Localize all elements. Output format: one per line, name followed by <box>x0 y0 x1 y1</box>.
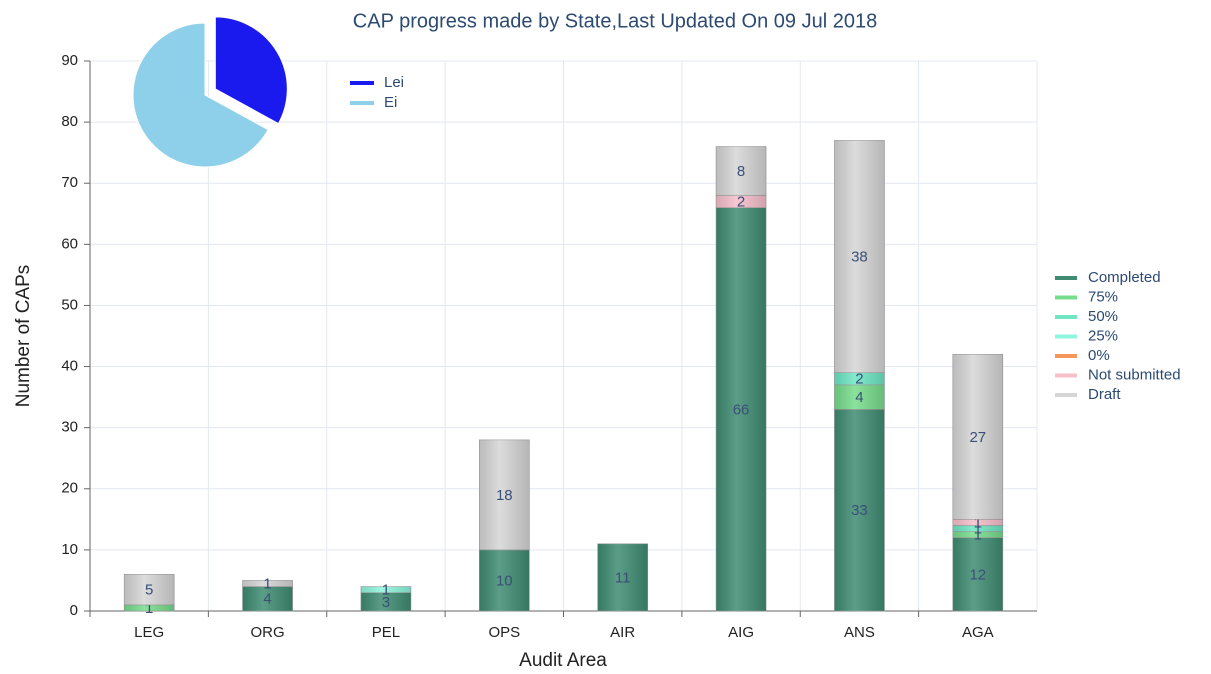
y-tick-label: 90 <box>61 52 78 69</box>
value-label: 33 <box>851 502 868 519</box>
bar-shade <box>952 525 1003 532</box>
bar-shade <box>834 372 885 385</box>
x-axis-title: Audit Area <box>519 650 607 671</box>
bar-shade <box>716 146 767 196</box>
value-label: 12 <box>969 566 986 583</box>
y-tick-label: 80 <box>61 113 78 130</box>
value-label: 2 <box>737 194 745 211</box>
x-tick-label: AIG <box>728 624 754 641</box>
value-label: 2 <box>855 371 863 388</box>
legend-label: 50% <box>1088 308 1118 325</box>
bar-shade <box>952 531 1003 538</box>
bar-shade <box>716 207 767 611</box>
bar-shade <box>716 195 767 208</box>
y-tick-label: 60 <box>61 235 78 252</box>
bar-shade <box>834 409 885 611</box>
legend-label: 25% <box>1088 327 1118 344</box>
value-label: 1 <box>974 520 982 537</box>
legend-label: Lei <box>384 74 404 91</box>
bar-shade <box>360 586 411 593</box>
y-tick-label: 40 <box>61 358 78 375</box>
bar-shade <box>124 604 175 611</box>
x-tick-label: ORG <box>250 624 284 641</box>
legend-label: Completed <box>1088 269 1161 286</box>
y-tick-label: 0 <box>70 602 78 619</box>
bar-shade <box>952 354 1003 520</box>
value-label: 4 <box>855 389 863 406</box>
bar-shade <box>597 543 648 611</box>
x-tick-label: AIR <box>610 624 635 641</box>
y-tick-label: 70 <box>61 174 78 191</box>
value-label: 27 <box>969 429 986 446</box>
value-label: 5 <box>145 582 153 599</box>
bar-shade <box>242 580 293 587</box>
y-tick-label: 10 <box>61 541 78 558</box>
value-label: 8 <box>737 163 745 180</box>
value-label: 1 <box>974 527 982 544</box>
x-tick-label: ANS <box>844 624 875 641</box>
legend-label: Draft <box>1088 386 1121 403</box>
pie-slice <box>132 22 269 168</box>
value-label: 3 <box>382 594 390 611</box>
y-axis-title: Number of CAPs <box>13 265 34 408</box>
bar-shade <box>124 574 175 605</box>
bar-shade <box>952 537 1003 611</box>
bar-shade <box>834 384 885 410</box>
value-label: 1 <box>263 575 271 592</box>
value-label: 38 <box>851 249 868 266</box>
x-tick-label: PEL <box>372 624 400 641</box>
bar-shade <box>242 586 293 611</box>
bar-shade <box>834 140 885 373</box>
x-tick-label: AGA <box>962 624 994 641</box>
value-label: 18 <box>496 487 513 504</box>
y-tick-label: 50 <box>61 296 78 313</box>
x-tick-label: LEG <box>134 624 164 641</box>
legend-label: 0% <box>1088 347 1110 364</box>
bar-shade <box>479 439 530 550</box>
value-label: 4 <box>263 591 271 608</box>
legend-label: Ei <box>384 94 397 111</box>
legend-label: 75% <box>1088 288 1118 305</box>
value-label: 1 <box>382 582 390 599</box>
value-label: 1 <box>145 600 153 617</box>
bar-shade <box>360 592 411 611</box>
bar-shade <box>479 549 530 611</box>
value-label: 66 <box>733 401 750 418</box>
pie-slice <box>214 16 288 125</box>
legend-label: Not submitted <box>1088 366 1181 383</box>
value-label: 10 <box>496 572 513 589</box>
value-label: 1 <box>974 514 982 531</box>
chart-title: CAP progress made by State,Last Updated … <box>353 10 877 32</box>
bar-shade <box>952 519 1003 526</box>
y-tick-label: 30 <box>61 419 78 436</box>
x-tick-label: OPS <box>488 624 520 641</box>
y-tick-label: 20 <box>61 480 78 497</box>
value-label: 11 <box>615 569 631 586</box>
